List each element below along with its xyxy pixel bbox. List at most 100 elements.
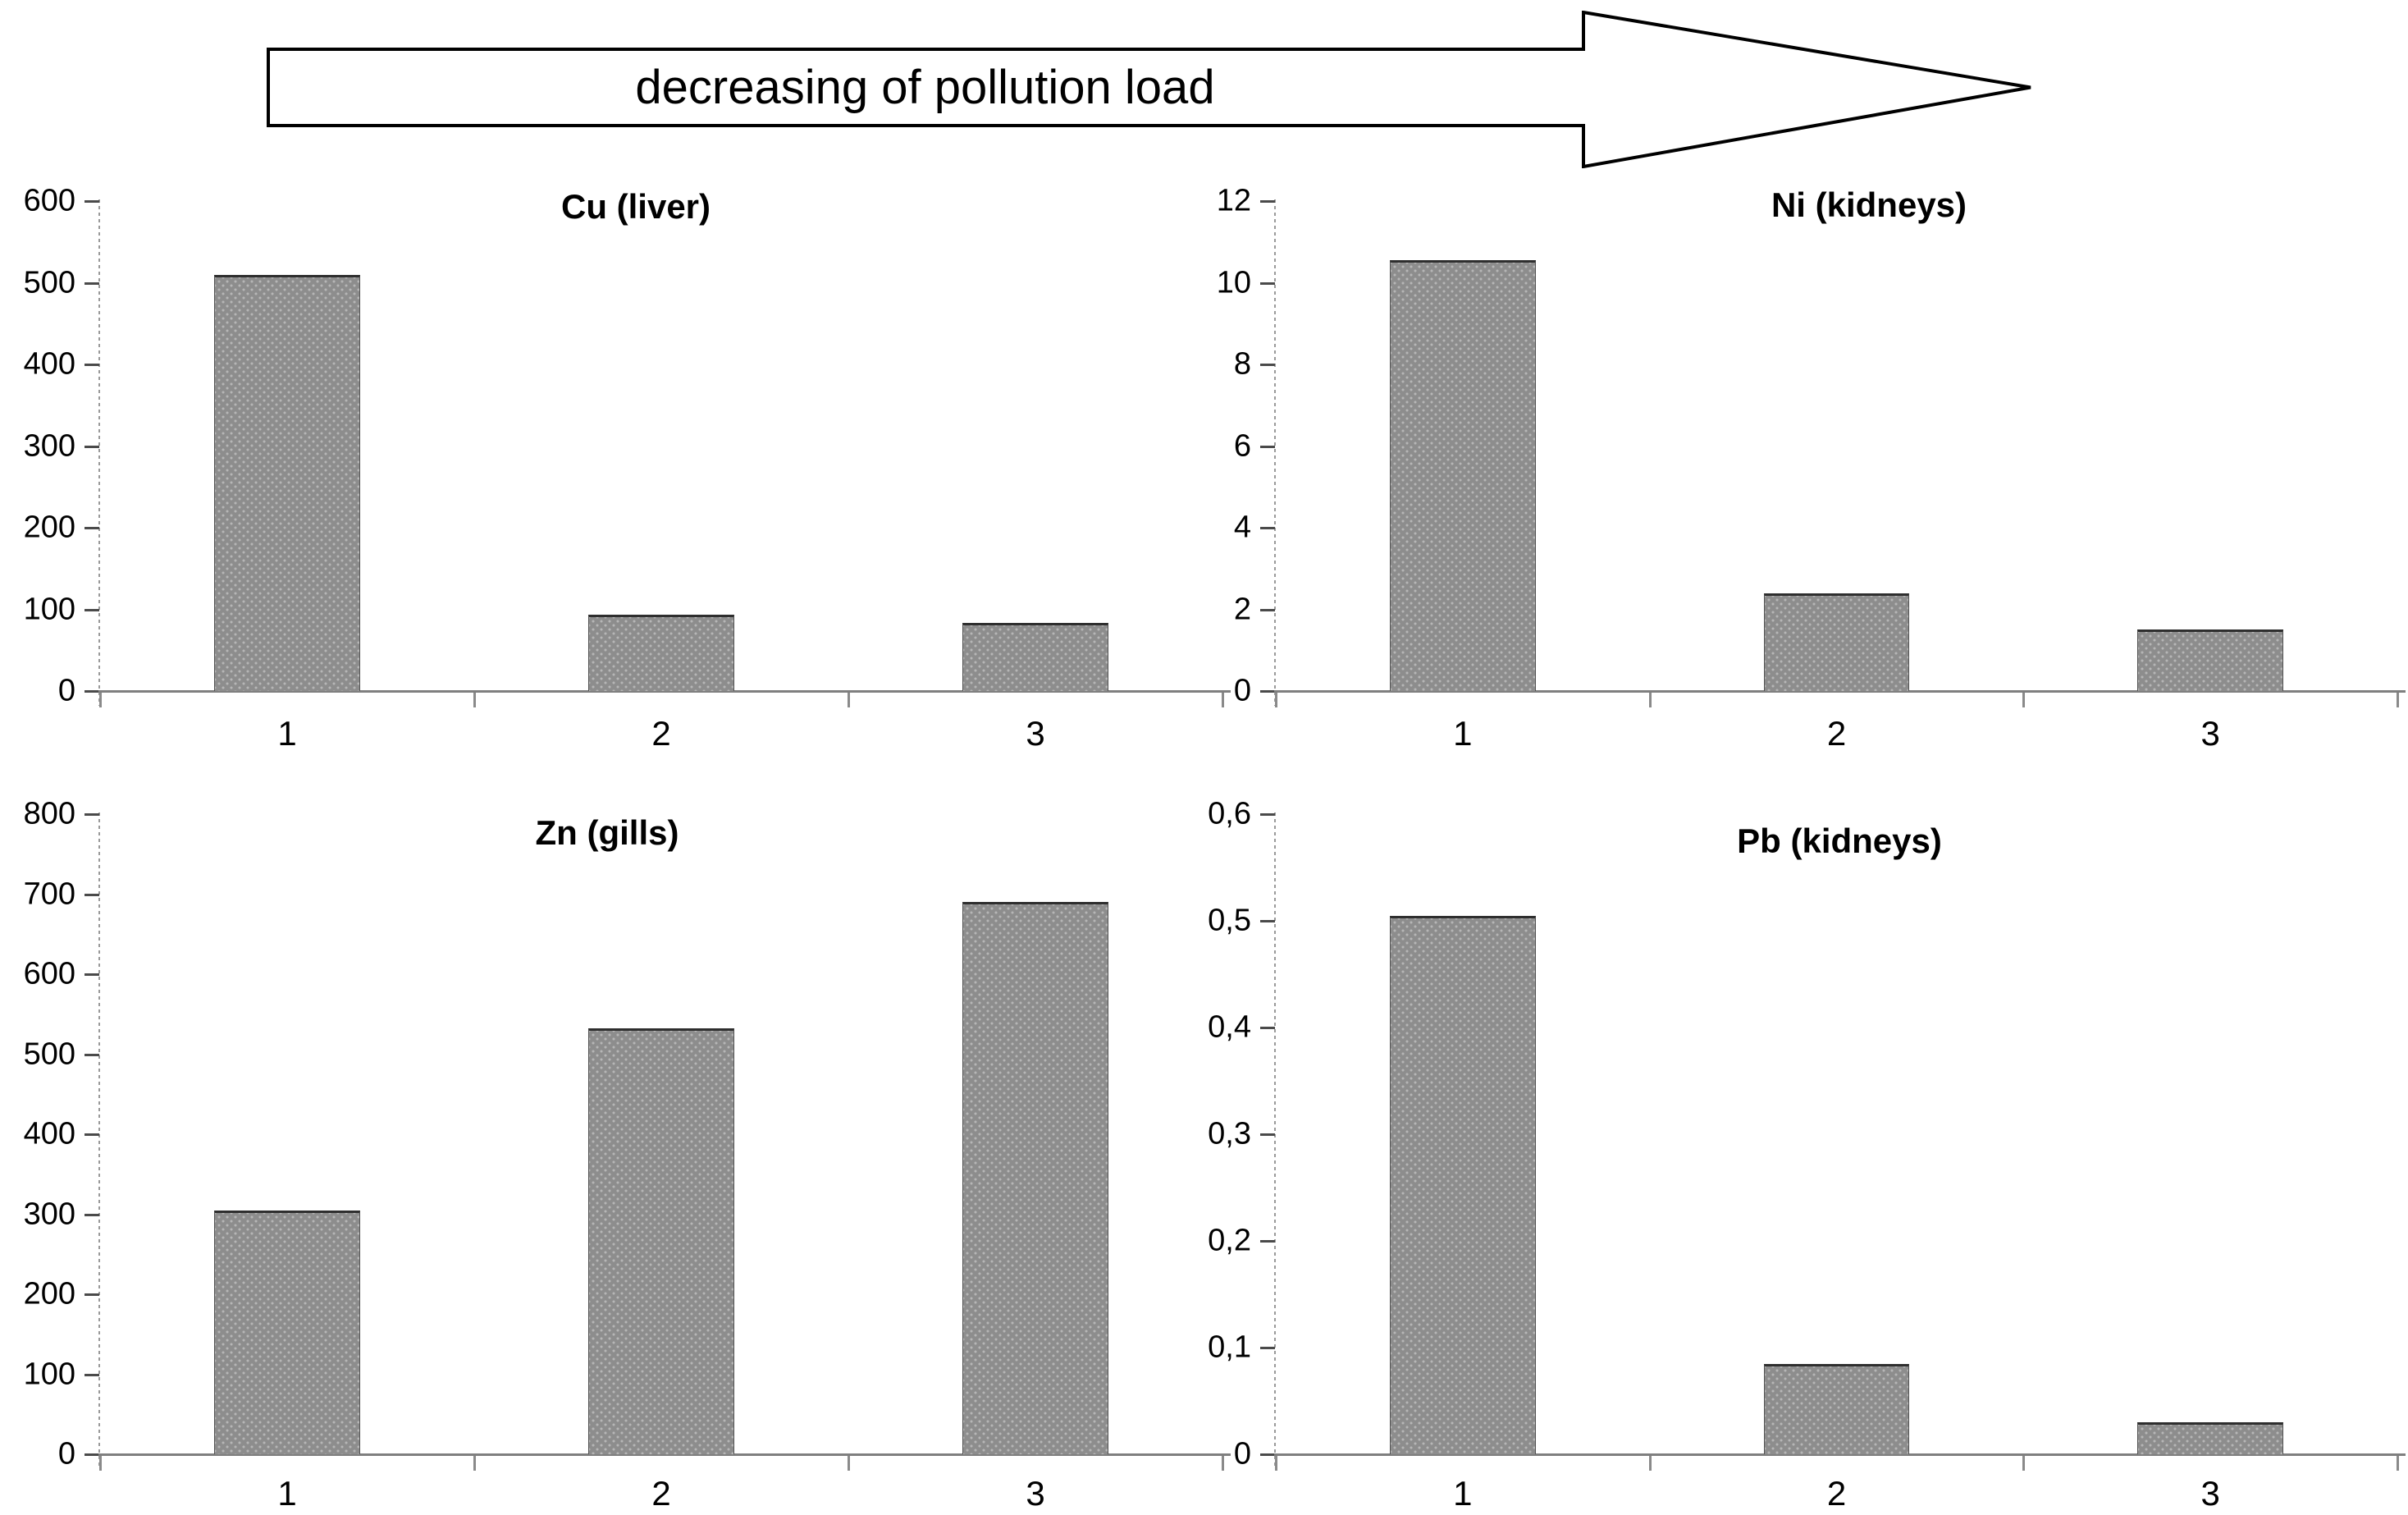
y-axis-line [98,199,100,706]
y-axis-tick [85,200,99,203]
y-axis-tick-label: 12 [1216,183,1251,218]
x-axis-tick [2397,1456,2399,1471]
y-axis-tick-label: 800 [23,796,75,831]
y-axis-tick [1260,1027,1275,1029]
y-axis-tick-label: 10 [1216,265,1251,300]
x-axis-tick [1275,693,1277,707]
y-axis-tick-label: 400 [23,1116,75,1151]
y-axis-tick-label: 6 [1233,428,1251,463]
x-axis-category-label: 2 [1826,714,1847,753]
y-axis-tick-label: 0,6 [1208,796,1251,831]
y-axis-tick [85,1293,99,1296]
bar-category-2 [1763,593,1910,691]
x-axis-category-label: 3 [2200,714,2220,753]
x-axis-category-label: 1 [277,1474,297,1513]
y-axis-tick-label: 700 [23,877,75,911]
y-axis-tick-label: 300 [23,1197,75,1231]
bar-category-3 [962,902,1108,1454]
x-axis-tick [2397,693,2399,707]
y-axis-tick-label: 100 [23,1357,75,1391]
y-axis-tick [1260,364,1275,366]
y-axis-tick [85,445,99,448]
x-axis-category-label: 2 [651,1474,671,1513]
y-axis-tick [85,281,99,285]
bar-category-1 [1389,260,1536,691]
x-axis-category-label: 1 [1453,714,1473,753]
y-axis-tick [85,1373,99,1376]
x-axis-category-label: 1 [277,714,297,753]
x-axis-tick [2022,1456,2026,1471]
y-axis-tick [1260,1453,1275,1456]
bar-category-1 [1389,915,1536,1454]
y-axis-tick [1260,920,1275,922]
y-axis-tick [85,1133,99,1136]
y-axis-tick-label: 0,2 [1208,1223,1251,1258]
x-axis-tick [1648,693,1652,707]
y-axis-line [1274,812,1276,1469]
right-arrow-shape-icon [267,11,2031,168]
y-axis-tick [1260,1240,1275,1243]
y-axis-tick-label: 500 [23,1037,75,1071]
y-axis-tick-label: 600 [23,956,75,991]
y-axis-tick-label: 8 [1233,346,1251,382]
bar-category-2 [588,615,734,691]
x-axis-category-label: 3 [1026,1474,1045,1513]
bar-category-1 [214,274,360,691]
x-axis-category-label: 3 [1026,714,1045,753]
y-axis-tick-label: 0,5 [1208,903,1251,938]
y-axis-tick-label: 300 [23,428,75,463]
x-axis-category-label: 3 [2200,1474,2220,1513]
y-axis-tick [85,1453,99,1456]
y-axis-tick [85,893,99,896]
x-axis-tick [99,693,102,707]
y-axis-line [98,812,100,1469]
y-axis-tick-label: 200 [23,510,75,545]
y-axis-tick-label: 0 [1233,673,1251,708]
x-axis-tick [473,693,476,707]
x-axis-tick [1222,693,1224,707]
y-axis-tick [1260,200,1275,203]
x-axis-line [1274,690,2406,693]
bar-category-2 [1763,1363,1910,1454]
y-axis-tick [1260,1133,1275,1136]
x-axis-category-label: 2 [651,714,671,753]
bar-category-1 [214,1210,360,1454]
y-axis-tick [85,1213,99,1216]
x-axis-line [98,1453,1231,1456]
y-axis-tick-label: 0,1 [1208,1330,1251,1365]
x-axis-category-label: 1 [1453,1474,1473,1513]
y-axis-tick-label: 0 [57,1436,75,1472]
bar-category-3 [962,623,1108,691]
x-axis-line [98,690,1231,693]
chart-title: Zn (gills) [535,813,679,852]
y-axis-tick [1260,1347,1275,1349]
x-axis-line [1274,1453,2406,1456]
y-axis-tick [1260,813,1275,816]
chart-title: Ni (kidneys) [1771,185,1967,224]
chart-title: Pb (kidneys) [1737,822,1942,860]
y-axis-tick [85,527,99,529]
y-axis-tick-label: 0,3 [1208,1116,1251,1151]
y-axis-tick [1260,608,1275,611]
y-axis-tick-label: 200 [23,1276,75,1311]
y-axis-tick [1260,527,1275,529]
y-axis-tick [1260,281,1275,285]
y-axis-line [1274,199,1276,706]
y-axis-tick-label: 0 [1233,1436,1251,1472]
y-axis-tick [1260,445,1275,448]
bar-category-3 [2137,1422,2283,1454]
y-axis-tick [85,1053,99,1056]
x-axis-tick [848,1456,850,1471]
y-axis-tick [85,364,99,366]
y-axis-tick-label: 600 [23,183,75,218]
pollution-load-arrow: decreasing of pollution load [267,11,2039,168]
y-axis-tick [85,608,99,611]
y-axis-tick-label: 100 [23,592,75,626]
arrow-caption: decreasing of pollution load [635,61,1215,114]
x-axis-tick [1648,1456,1652,1471]
x-axis-tick [1222,1456,1224,1471]
bar-category-3 [2137,629,2283,691]
